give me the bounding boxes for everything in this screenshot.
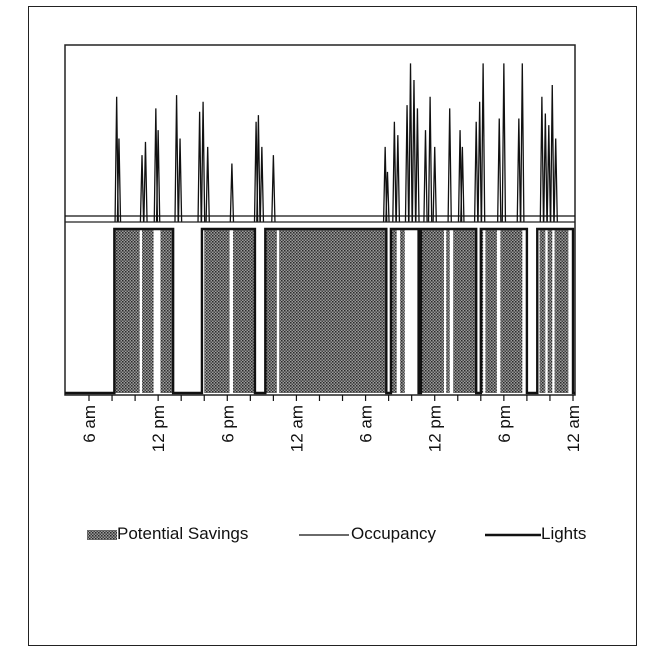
occupancy-spike (447, 108, 452, 223)
occupancy-spike (480, 63, 486, 223)
savings-block (554, 229, 569, 393)
occupancy-spike (200, 101, 206, 223)
occupancy-spike (404, 105, 410, 223)
occupancy-series (65, 63, 575, 223)
legend: Potential Savings Occupancy Lights (87, 524, 586, 543)
legend-label: Occupancy (351, 524, 437, 543)
occupancy-spike (520, 63, 525, 223)
lights-series (65, 227, 575, 395)
occupancy-spike (271, 155, 276, 223)
occupancy-spike (143, 141, 148, 223)
savings-block (142, 229, 154, 393)
savings-block (390, 229, 397, 393)
savings-block (160, 229, 174, 393)
legend-swatch-savings (87, 530, 117, 540)
occupancy-spike (550, 85, 555, 223)
legend-label: Lights (541, 524, 586, 543)
savings-block (400, 229, 405, 393)
occupancy-spike (432, 146, 437, 223)
x-tick-label: 6 pm (495, 405, 514, 443)
savings-block (547, 229, 553, 393)
occupancy-spike (546, 125, 552, 223)
savings-block (265, 229, 277, 393)
occupancy-spike (543, 113, 548, 223)
occupancy-spike (423, 130, 428, 223)
occupancy-spike (477, 101, 482, 223)
occupancy-spike (177, 138, 183, 223)
occupancy-spike (539, 96, 545, 223)
x-tick-label: 6 pm (218, 405, 237, 443)
occupancy-spike (553, 138, 558, 223)
x-tick-label: 12 pm (149, 405, 168, 452)
savings-block (453, 229, 476, 393)
occupancy-spike (415, 108, 420, 223)
occupancy-spike (501, 63, 507, 223)
occupancy-spike (411, 80, 417, 223)
occupancy-spike (392, 121, 397, 223)
lights-line (65, 227, 575, 395)
x-tick-label: 12 am (287, 405, 306, 452)
savings-block (419, 229, 444, 393)
savings-block (279, 229, 387, 393)
potential-savings-series (114, 229, 569, 393)
x-tick-label: 6 am (80, 405, 99, 443)
x-tick-label: 6 am (357, 405, 376, 443)
chart-frame: 6 am 12 pm 6 pm 12 am 6 am 12 pm 6 pm 12 am Pot… (28, 6, 637, 646)
occupancy-spike (516, 118, 522, 223)
occupancy-spike (229, 163, 235, 223)
savings-block (539, 229, 546, 393)
occupancy-spike (427, 96, 433, 223)
savings-block (204, 229, 230, 393)
savings-block (485, 229, 497, 393)
occupancy-spike (385, 171, 390, 223)
occupancy-spike (460, 146, 465, 223)
occupancy-spike (259, 146, 265, 223)
x-axis: 6 am 12 pm 6 pm 12 am 6 am 12 pm 6 pm 12 am (80, 395, 583, 452)
savings-block (233, 229, 255, 393)
x-tick-label: 12 am (564, 405, 583, 452)
occupancy-spike (256, 115, 261, 223)
savings-block (500, 229, 523, 393)
occupancy-spike (139, 155, 145, 223)
legend-label: Potential Savings (117, 524, 248, 543)
occupancy-spike (197, 111, 202, 223)
savings-block (114, 229, 140, 393)
occupancy-spike (496, 118, 502, 223)
occupancy-spike (473, 121, 479, 223)
occupancy-spike (155, 130, 161, 223)
savings-block (446, 229, 450, 393)
occupancy-spike (205, 146, 210, 223)
chart: 6 am 12 pm 6 pm 12 am 6 am 12 pm 6 pm 12 am Pot… (64, 44, 586, 543)
occupancy-spike (174, 95, 179, 223)
occupancy-spike (116, 138, 122, 223)
x-tick-label: 12 pm (426, 405, 445, 452)
occupancy-spike (395, 135, 401, 223)
occupancy-spike (408, 63, 413, 223)
